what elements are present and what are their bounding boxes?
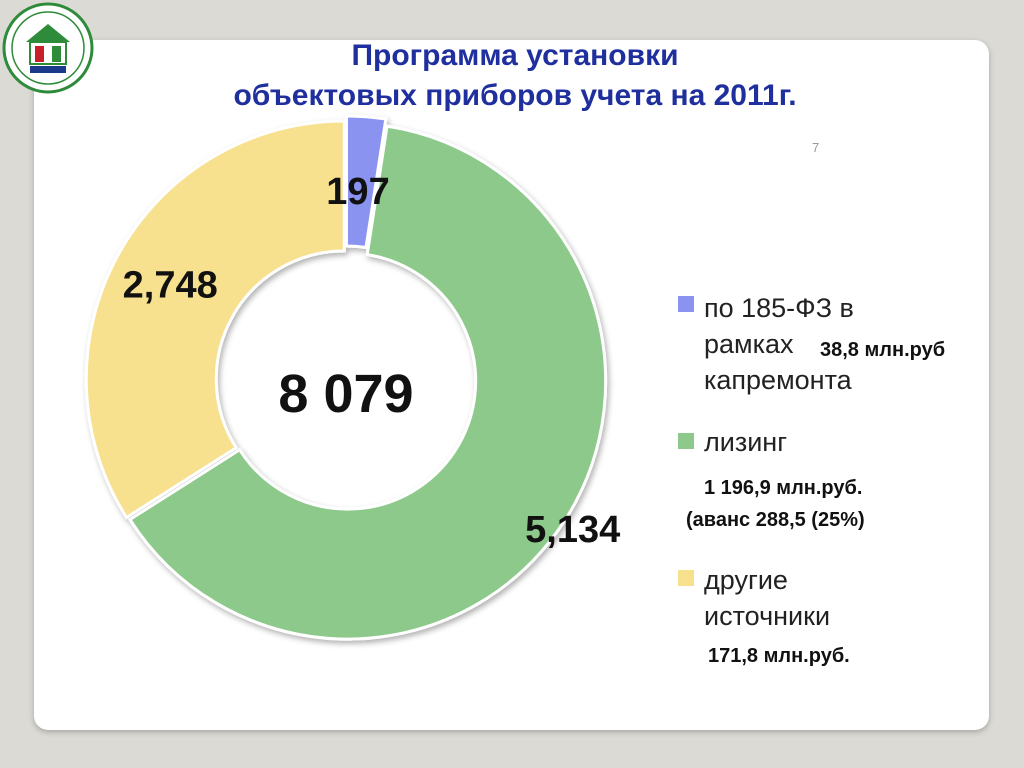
legend-label-capital-repair-line1: по 185-ФЗ в: [704, 293, 854, 323]
legend-label-capital-repair: по 185-ФЗ в рамках капремонта: [704, 290, 854, 398]
donut-slice-leasing: [127, 124, 608, 641]
donut-label-leasing: 5,134: [525, 509, 620, 551]
legend-swatch-leasing: [678, 433, 694, 449]
legend-amount-other-sources: 171,8 млн.руб.: [708, 645, 850, 667]
donut-label-other-sources: 2,748: [123, 264, 218, 306]
legend-label-other-sources-line2: источники: [704, 601, 831, 631]
legend-label-other-sources-line1: другие: [704, 565, 788, 595]
legend-amount-capital-repair: 38,8 млн.руб: [820, 339, 946, 361]
slide-number: 7: [812, 140, 820, 155]
donut-slice-other-sources: [84, 119, 346, 520]
donut-center-total: 8 079: [278, 364, 413, 424]
legend-swatch-capital-repair: [678, 296, 694, 312]
title-line-2: объектовых приборов учета на 2011г.: [233, 79, 797, 112]
donut-slice-capital-repair: [344, 114, 388, 250]
legend-label-other-sources: другие источники: [704, 562, 830, 634]
legend-amount-leasing-line2: (аванс 288,5 (25%): [686, 509, 865, 531]
organization-logo: [2, 2, 94, 94]
legend-label-leasing: лизинг: [704, 427, 788, 457]
legend-label-capital-repair-line2: рамках: [704, 329, 794, 359]
title-line-1: Программа установки: [351, 39, 679, 72]
legend-label-capital-repair-line3: капремонта: [704, 365, 852, 395]
legend-swatch-other-sources: [678, 570, 694, 586]
donut-label-capital-repair: 197: [326, 171, 389, 213]
slide-title: Программа установки объектовых приборов …: [100, 36, 930, 116]
legend-amount-leasing-line1: 1 196,9 млн.руб.: [704, 477, 863, 499]
